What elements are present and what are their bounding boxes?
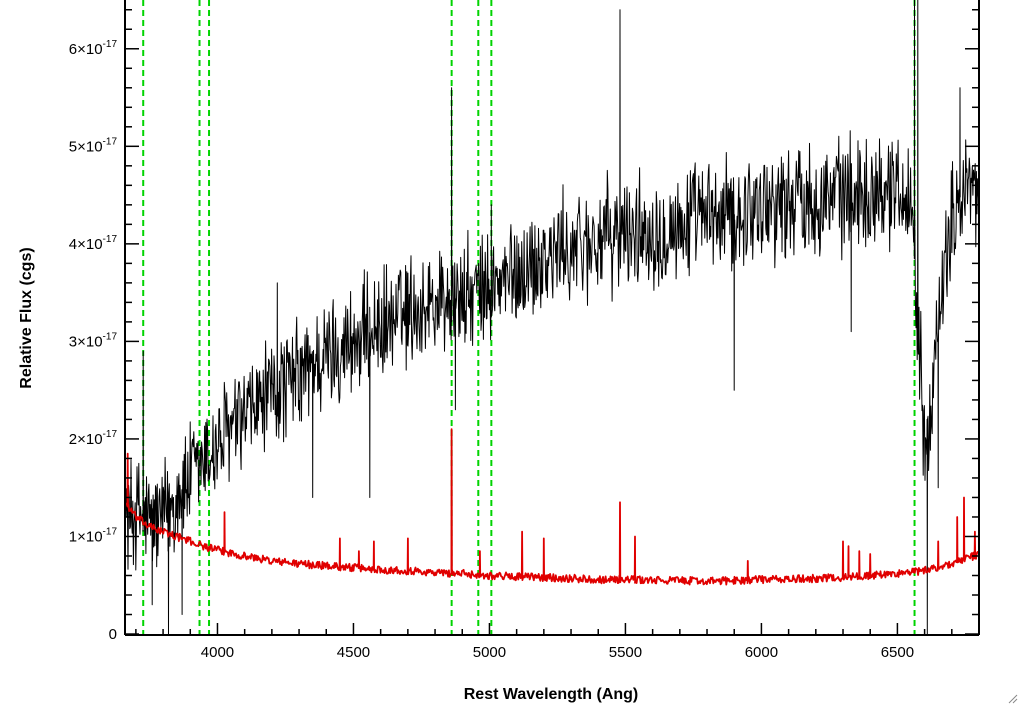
y-tick-label-2: 2×10-17 [69,429,118,448]
y-tick-label-5: 5×10-17 [69,136,118,155]
series-line-1 [125,428,979,586]
guide-lines-layer [142,0,916,635]
series-line-0 [125,0,979,635]
x-tick-label-6000: 6000 [745,644,778,661]
y-tick-label-1: 1×10-17 [69,526,118,545]
y-tick-label-4: 4×10-17 [69,234,118,253]
series-layer [125,0,979,635]
x-axis-label: Rest Wavelength (Ang) [464,686,639,703]
x-tick-label-6500: 6500 [881,644,914,661]
resize-grip-icon[interactable] [1008,694,1018,704]
y-tick-label-0: 0 [109,626,117,643]
ticks-layer: 4000 4500 5000 5500 6000 6500 0 1×10-17 2×10-17 3… [69,9,980,661]
y-axis-label: Relative Flux (cgs) [18,247,35,388]
x-tick-label-5000: 5000 [473,644,506,661]
x-tick-label-4000: 4000 [201,644,234,661]
x-tick-label-4500: 4500 [337,644,370,661]
y-tick-label-3: 3×10-17 [69,331,118,350]
y-tick-label-6: 6×10-17 [69,39,118,58]
x-tick-label-5500: 5500 [609,644,642,661]
axes-layer [124,0,980,636]
